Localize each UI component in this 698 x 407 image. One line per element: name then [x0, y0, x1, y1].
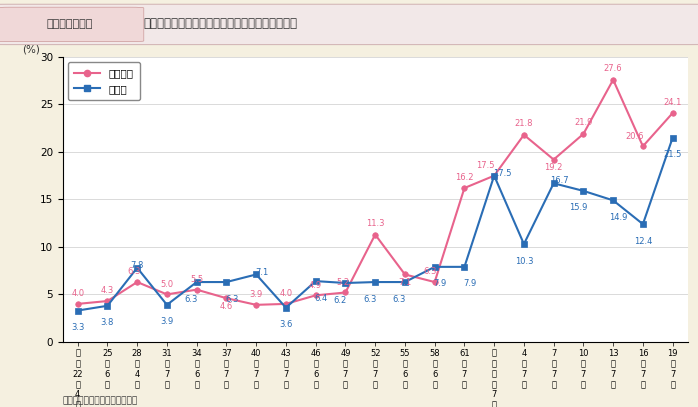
Text: 10
年
7
月: 10 年 7 月	[578, 349, 588, 389]
Text: 7
年
7
月: 7 年 7 月	[551, 349, 556, 389]
Text: 5.5: 5.5	[190, 275, 203, 284]
Text: 4.0: 4.0	[279, 289, 292, 298]
Text: 4.3: 4.3	[101, 287, 114, 295]
Text: 17.5: 17.5	[477, 161, 495, 170]
Text: 3.9: 3.9	[250, 290, 263, 299]
Text: 34
年
6
月: 34 年 6 月	[191, 349, 202, 389]
Text: 昭
和
22
年
4
月: 昭 和 22 年 4 月	[73, 349, 83, 407]
Text: 52
年
7
月: 52 年 7 月	[370, 349, 380, 389]
Text: （備考）総務省資料より作成。: （備考）総務省資料より作成。	[63, 396, 138, 405]
Text: 10.3: 10.3	[514, 256, 533, 265]
Text: 11.3: 11.3	[366, 219, 385, 228]
Text: 7.8: 7.8	[131, 261, 144, 270]
Text: 28
年
4
月: 28 年 4 月	[132, 349, 142, 389]
Text: 7.9: 7.9	[433, 279, 447, 288]
Text: 61
年
7
月: 61 年 7 月	[459, 349, 470, 389]
Text: (%): (%)	[22, 44, 40, 54]
Text: 43
年
7
月: 43 年 7 月	[281, 349, 291, 389]
Text: 6.3: 6.3	[128, 267, 141, 276]
Text: 3.8: 3.8	[101, 318, 114, 327]
Text: 4.6: 4.6	[220, 302, 233, 311]
Text: 5.0: 5.0	[161, 280, 174, 289]
FancyBboxPatch shape	[0, 7, 144, 42]
Text: 3.6: 3.6	[279, 320, 292, 329]
Text: 平
成
元
年
7
月: 平 成 元 年 7 月	[491, 349, 497, 407]
Text: 6.3: 6.3	[363, 295, 376, 304]
FancyBboxPatch shape	[0, 4, 698, 45]
Text: 7.1: 7.1	[255, 267, 268, 276]
Text: 6.3: 6.3	[184, 295, 198, 304]
Text: 21.5: 21.5	[664, 150, 682, 159]
Text: 55
年
6
月: 55 年 6 月	[400, 349, 410, 389]
Text: 6.3: 6.3	[225, 295, 239, 304]
Text: 20.6: 20.6	[625, 132, 644, 141]
Text: 31
年
7
月: 31 年 7 月	[162, 349, 172, 389]
Text: 27.6: 27.6	[604, 64, 623, 73]
Text: 17.5: 17.5	[493, 169, 512, 178]
Text: 16.7: 16.7	[550, 176, 569, 185]
Text: 6.2: 6.2	[333, 295, 346, 304]
Text: 6.3: 6.3	[393, 295, 406, 304]
Text: 6.4: 6.4	[315, 293, 328, 302]
Text: 16.2: 16.2	[455, 173, 474, 182]
Text: 15.9: 15.9	[569, 204, 587, 212]
Text: 5.2: 5.2	[336, 278, 349, 287]
Text: 24.1: 24.1	[664, 98, 682, 107]
Text: 21.9: 21.9	[574, 118, 593, 127]
Text: 7.1: 7.1	[399, 278, 412, 287]
Text: 46
年
6
月: 46 年 6 月	[311, 349, 321, 389]
Text: 37
年
7
月: 37 年 7 月	[221, 349, 232, 389]
Text: 49
年
7
月: 49 年 7 月	[340, 349, 350, 389]
Text: 4.0: 4.0	[71, 289, 84, 298]
Text: 4.9: 4.9	[309, 281, 322, 290]
Text: 3.3: 3.3	[71, 323, 84, 332]
Text: 3.9: 3.9	[161, 317, 174, 326]
Text: 7.9: 7.9	[463, 279, 477, 288]
Text: 19
年
7
月: 19 年 7 月	[667, 349, 678, 389]
Text: 6.3: 6.3	[424, 267, 437, 276]
Text: 12.4: 12.4	[634, 236, 652, 245]
Text: 21.8: 21.8	[514, 119, 533, 128]
Text: 4
年
7
月: 4 年 7 月	[521, 349, 526, 389]
Legend: 立候補者, 当選者: 立候補者, 当選者	[68, 62, 140, 101]
Text: 16
年
7
月: 16 年 7 月	[637, 349, 648, 389]
Text: 参議院立候補者，当選者に占める女性割合の推移: 参議院立候補者，当選者に占める女性割合の推移	[144, 17, 298, 30]
Text: 第１－１－２図: 第１－１－２図	[47, 19, 93, 28]
Text: 58
年
6
月: 58 年 6 月	[429, 349, 440, 389]
Text: 14.9: 14.9	[609, 213, 628, 222]
Text: 13
年
7
月: 13 年 7 月	[608, 349, 618, 389]
Text: 25
年
6
月: 25 年 6 月	[102, 349, 112, 389]
Text: 19.2: 19.2	[544, 163, 563, 172]
Text: 40
年
7
月: 40 年 7 月	[251, 349, 262, 389]
